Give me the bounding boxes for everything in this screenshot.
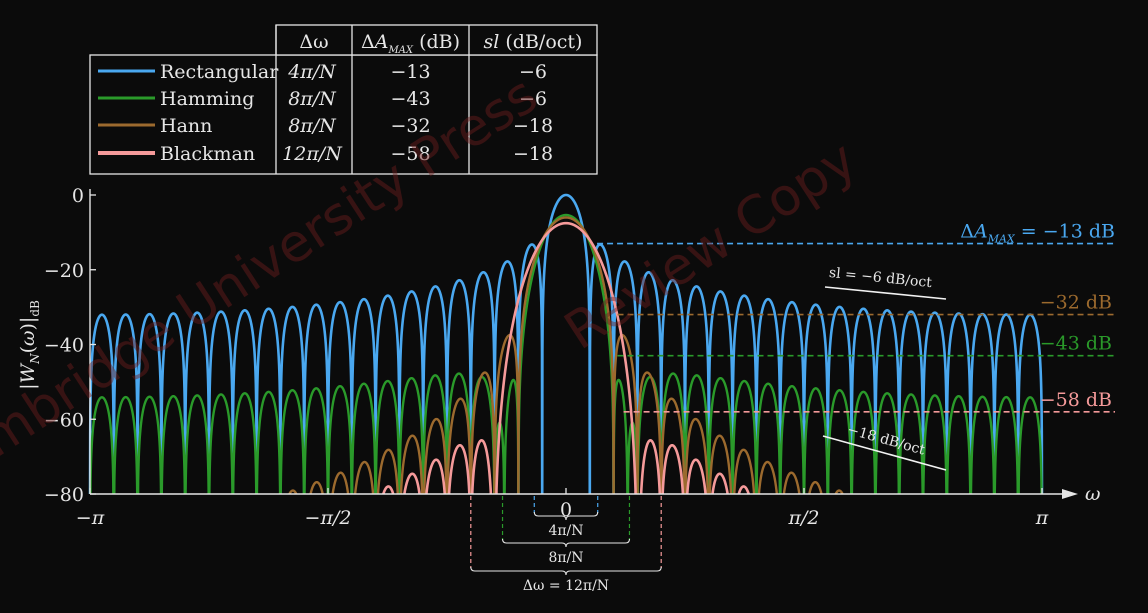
brace-label: 8π/N [548,550,583,566]
y-tick-label: 0 [72,185,84,207]
legend-name-hamming: Hamming [160,88,254,110]
x-tick-label: 0 [560,499,572,521]
legend-name-hann: Hann [160,115,212,137]
brace-hamming [501,538,631,548]
x-tick-label: π/2 [788,507,820,529]
legend-header-dw: Δω [299,31,328,53]
x-tick-label: π [1035,507,1049,529]
slope-line-18db [822,435,947,471]
legend-sidelobe-level: −13 [390,61,430,83]
series-hann-curve [288,216,844,494]
legend-name-blackman: Blackman [160,143,255,165]
y-tick-label: −40 [44,335,84,357]
legend-rolloff: −18 [513,143,553,165]
legend-header-dA: ΔAMAX (dB) [361,31,460,56]
y-axis-label: |WN(ω)|dB [17,300,42,390]
y-tick-label: −60 [44,409,84,431]
legend-header [275,24,598,56]
legend-header-sl: sl (dB/oct) [484,31,583,53]
x-tick-label: −π/2 [305,507,352,529]
x-axis-label: ω [1085,483,1101,505]
brace-blackman [470,566,662,576]
legend-name-rectangular: Rectangular [160,61,279,83]
y-tick-label: −20 [44,260,84,282]
y-tick-label: −80 [44,484,84,506]
legend-rolloff: −6 [519,61,547,83]
legend-sidelobe-level: −58 [390,143,430,165]
legend-body [89,54,598,175]
mainlobe-braces: 4π/N 8π/N Δω = 12π/N [470,496,662,594]
slope-label-6db: sl = −6 dB/oct [828,265,933,291]
legend-mainlobe-width: 4π/N [287,61,337,83]
x-axis-arrow-icon [1062,489,1078,499]
slope-annotations: sl = −6 dB/oct−18 dB/oct [822,265,947,471]
legend-rolloff: −6 [519,88,547,110]
level-label-13: ΔAMAX = −13 dB [960,221,1115,246]
level-label-32: −32 dB [1040,292,1112,314]
axes: ω 0 −20 −40 −60 −80−π −π/2 0 π/2 π |WN(ω)|dB [17,185,1101,529]
legend-table: Δω ΔAMAX (dB) sl (dB/oct) Rectangular 4π/N −1… [89,24,598,175]
legend-sidelobe-level: −43 [390,88,430,110]
brace-rectangular [533,511,599,521]
sidelobe-level-lines: ΔAMAX = −13 dB −32 dB −43 dB −58 dB [597,221,1115,413]
series-hamming-curve [89,213,1043,494]
brace-label: Δω = 12π/N [523,578,609,594]
legend-mainlobe-width: 8π/N [288,88,337,110]
level-label-43: −43 dB [1040,333,1112,355]
level-label-58: −58 dB [1040,389,1112,411]
spectrum-curves [88,193,1044,494]
legend-sidelobe-level: −32 [390,115,430,137]
x-tick-label: −π [76,507,105,529]
brace-label: 4π/N [548,523,583,539]
legend-mainlobe-width: 8π/N [288,115,337,137]
slope-line-6db [824,286,947,300]
series-blackman-curve [382,221,750,494]
legend-rolloff: −18 [513,115,553,137]
legend-mainlobe-width: 12π/N [282,143,343,165]
